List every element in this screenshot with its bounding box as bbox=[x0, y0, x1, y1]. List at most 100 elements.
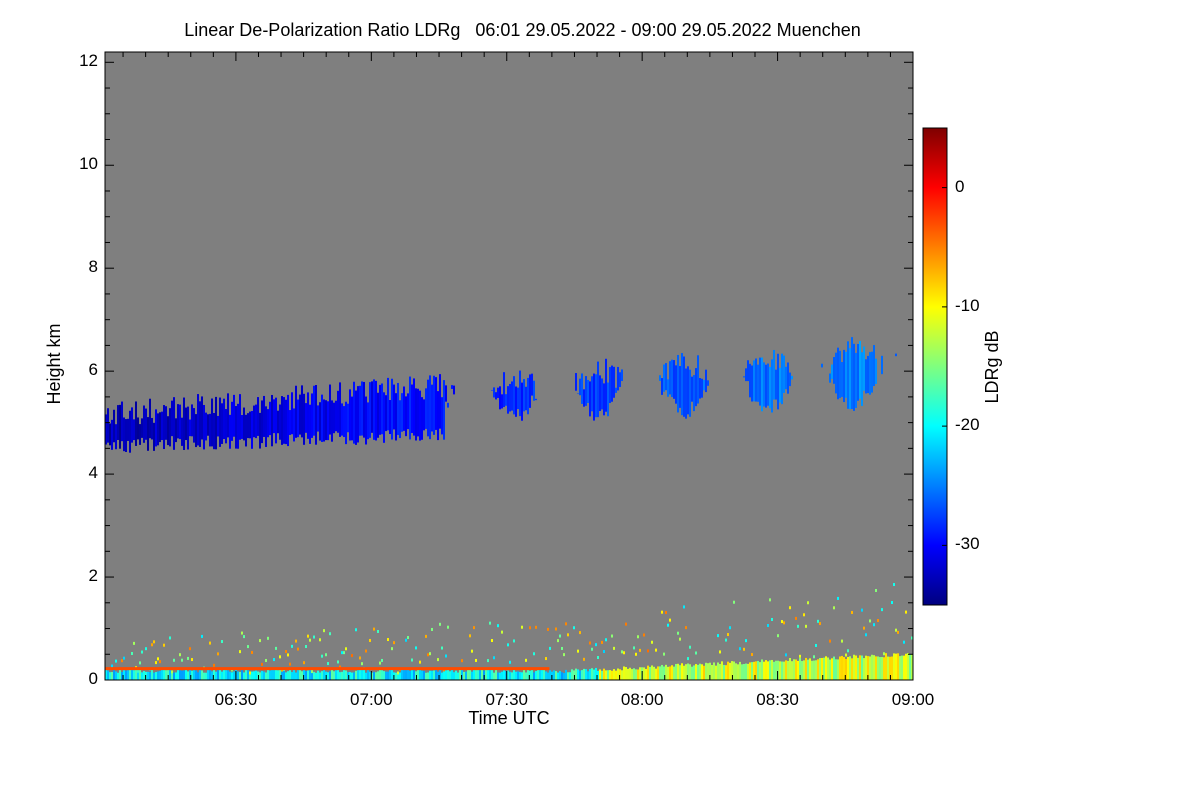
aerosol-speckle bbox=[191, 658, 193, 662]
cloud-column bbox=[593, 373, 595, 421]
cloud-column bbox=[237, 403, 239, 449]
cloud-column bbox=[847, 341, 849, 409]
aerosol-speckle bbox=[895, 628, 897, 632]
aerosol-speckle bbox=[259, 639, 261, 643]
aerosol-speckle bbox=[589, 641, 591, 645]
aerosol-column bbox=[761, 659, 763, 680]
aerosol-speckle bbox=[865, 633, 867, 637]
aerosol-speckle bbox=[833, 606, 835, 610]
aerosol-column bbox=[411, 670, 413, 680]
aerosol-speckle bbox=[667, 623, 669, 627]
aerosol-speckle bbox=[359, 656, 361, 660]
aerosol-speckle bbox=[873, 623, 875, 627]
aerosol-speckle bbox=[863, 626, 865, 630]
cloud-column bbox=[601, 378, 603, 410]
cloud-column bbox=[895, 353, 897, 357]
cloud-column bbox=[835, 352, 837, 394]
cloud-column bbox=[205, 412, 207, 441]
aerosol-column bbox=[689, 664, 691, 680]
cloud-column bbox=[175, 418, 177, 443]
aerosol-column bbox=[465, 671, 467, 680]
aerosol-column bbox=[545, 671, 547, 680]
aerosol-speckle bbox=[427, 653, 429, 657]
aerosol-speckle bbox=[267, 636, 269, 640]
aerosol-column bbox=[173, 672, 175, 680]
cloud-column bbox=[507, 386, 509, 414]
cloud-column bbox=[831, 364, 833, 379]
aerosol-speckle bbox=[911, 636, 913, 640]
cloud-column bbox=[217, 415, 219, 437]
aerosol-speckle bbox=[529, 626, 531, 630]
aerosol-column bbox=[515, 671, 517, 680]
aerosol-column bbox=[345, 670, 347, 680]
aerosol-column bbox=[603, 668, 605, 680]
aerosol-column bbox=[223, 669, 225, 680]
aerosol-column bbox=[765, 660, 767, 680]
aerosol-speckle bbox=[391, 647, 393, 651]
aerosol-speckle bbox=[525, 658, 527, 662]
aerosol-column bbox=[121, 671, 123, 680]
aerosol-speckle bbox=[169, 636, 171, 640]
aerosol-column bbox=[291, 672, 293, 680]
aerosol-speckle bbox=[189, 647, 191, 651]
cloud-column bbox=[691, 376, 693, 402]
aerosol-speckle bbox=[313, 635, 315, 639]
cloud-column bbox=[403, 386, 405, 431]
cloud-column bbox=[409, 376, 411, 440]
aerosol-column bbox=[473, 669, 475, 680]
cloud-column bbox=[765, 364, 767, 408]
aerosol-column bbox=[377, 671, 379, 680]
aerosol-speckle bbox=[373, 627, 375, 631]
aerosol-column bbox=[645, 668, 647, 680]
aerosol-column bbox=[419, 669, 421, 680]
cloud-column bbox=[505, 394, 507, 406]
x-tick-label: 08:30 bbox=[756, 690, 799, 709]
aerosol-column bbox=[841, 655, 843, 680]
aerosol-column bbox=[673, 666, 675, 680]
aerosol-column bbox=[211, 671, 213, 680]
aerosol-column bbox=[135, 669, 137, 680]
aerosol-column bbox=[381, 670, 383, 680]
x-tick-label: 07:00 bbox=[350, 690, 393, 709]
aerosol-column bbox=[469, 668, 471, 680]
aerosol-column bbox=[431, 670, 433, 680]
cloud-column bbox=[261, 400, 263, 444]
aerosol-speckle bbox=[603, 650, 605, 654]
cloud-column bbox=[199, 401, 201, 447]
aerosol-speckle bbox=[431, 627, 433, 631]
cloud-column bbox=[767, 363, 769, 406]
cloud-column bbox=[369, 382, 371, 438]
aerosol-column bbox=[739, 661, 741, 680]
cloud-column bbox=[343, 406, 345, 438]
aerosol-speckle bbox=[611, 634, 613, 638]
aerosol-speckle bbox=[171, 670, 173, 674]
aerosol-column bbox=[183, 670, 185, 680]
aerosol-column bbox=[593, 669, 595, 680]
aerosol-speckle bbox=[799, 654, 801, 658]
aerosol-column bbox=[137, 671, 139, 680]
aerosol-column bbox=[391, 669, 393, 680]
cloud-column bbox=[209, 413, 211, 447]
aerosol-speckle bbox=[261, 662, 263, 666]
cloud-column bbox=[233, 394, 235, 437]
aerosol-column bbox=[683, 665, 685, 680]
aerosol-column bbox=[567, 672, 569, 680]
aerosol-column bbox=[899, 656, 901, 680]
aerosol-column bbox=[695, 664, 697, 680]
aerosol-speckle bbox=[625, 622, 627, 626]
aerosol-column bbox=[897, 653, 899, 680]
aerosol-column bbox=[911, 654, 913, 680]
cloud-column bbox=[669, 361, 671, 395]
aerosol-column bbox=[261, 670, 263, 680]
cloud-column bbox=[531, 373, 533, 396]
aerosol-column bbox=[801, 661, 803, 680]
aerosol-speckle bbox=[837, 596, 839, 600]
aerosol-speckle bbox=[783, 621, 785, 625]
cloud-column bbox=[227, 393, 229, 438]
aerosol-column bbox=[111, 672, 113, 680]
aerosol-speckle bbox=[509, 660, 511, 664]
cloud-column bbox=[591, 376, 593, 412]
cloud-column bbox=[157, 413, 159, 446]
cloud-column bbox=[391, 378, 393, 440]
cloud-column bbox=[751, 365, 753, 402]
